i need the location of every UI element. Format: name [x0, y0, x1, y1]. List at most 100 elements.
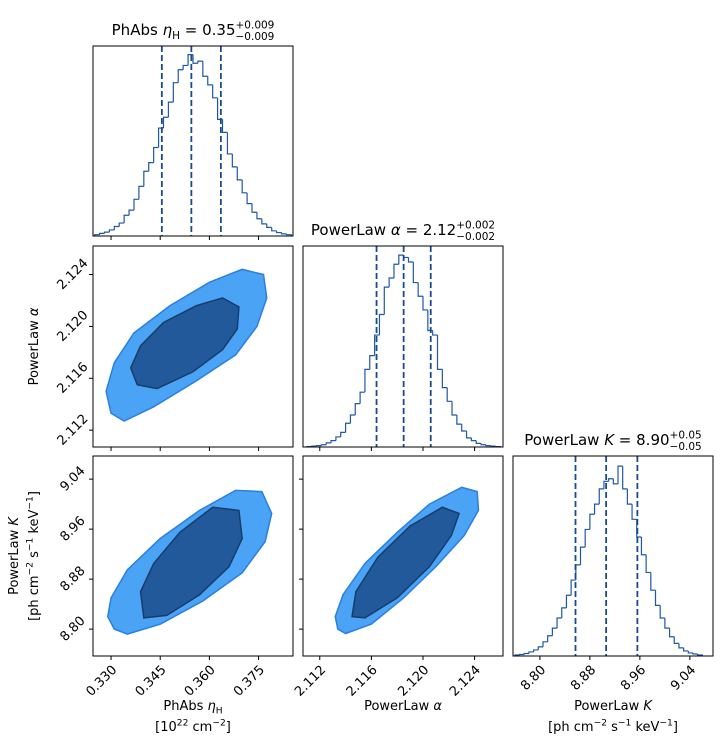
text-part: −2: [594, 719, 607, 729]
text-part: PowerLaw: [27, 316, 42, 385]
hist-bin: [640, 537, 647, 556]
hist-bin: [128, 209, 134, 216]
y-axis-label: [ph cm−2 s−1 keV−1]: [26, 491, 42, 621]
x-axis-label: [ph cm−2 s−1 keV−1]: [548, 719, 678, 735]
y-tick-label: 2.112: [55, 412, 92, 449]
y-tick-label: 2.124: [55, 256, 92, 293]
panel-frame: [302, 245, 504, 448]
text-part: −1: [618, 719, 631, 729]
text-part: α: [433, 699, 442, 714]
text-part: PowerLaw: [364, 699, 433, 714]
hist-bin: [598, 488, 604, 505]
text-part: −1: [26, 538, 36, 551]
hist-bin: [612, 478, 618, 485]
panel-frame: [512, 455, 714, 657]
hist-bin: [446, 387, 453, 402]
text-part: −2: [26, 562, 36, 575]
text-part: K: [643, 699, 653, 714]
hist-bin: [551, 627, 558, 636]
hist-bin: [167, 101, 174, 118]
text-part: −1: [26, 496, 36, 509]
hist-bin: [393, 263, 399, 278]
text-part: ]: [27, 491, 42, 496]
text-part: H: [216, 706, 223, 716]
contour-level: [139, 506, 243, 619]
x-tick-label: 8.96: [618, 663, 649, 694]
hist-bin: [417, 282, 423, 297]
hist-bin: [340, 431, 346, 437]
hist-bin: [456, 415, 462, 425]
hist-bin: [98, 232, 105, 235]
hist-bin: [153, 146, 159, 163]
hist-bin: [108, 229, 115, 233]
hist-bin: [659, 605, 665, 619]
text-part: s: [27, 551, 42, 562]
panel: PhAbs ηH = 0.35+0.009 −0.009: [92, 20, 294, 240]
text-part: PowerLaw: [574, 699, 643, 714]
hist-bin: [241, 179, 248, 194]
x-tick-label: 0.345: [133, 663, 170, 700]
hist-bin: [485, 444, 491, 447]
hist-bin: [359, 391, 365, 404]
panel: 2.112 2.116 2.120 2.124 PowerLaw α: [27, 245, 294, 451]
text-part: PhAbs: [112, 21, 163, 39]
panel: 8.80 8.88 8.96 9.04 PowerLaw K = 8.90+0.05 −0…: [512, 430, 714, 735]
hist-bin: [697, 653, 703, 656]
hist-bin: [561, 607, 567, 619]
hist-bin: [207, 76, 213, 86]
hist-bin: [593, 503, 600, 515]
hist-bin: [123, 214, 130, 224]
hist-bin: [285, 233, 292, 236]
hist-bin: [344, 422, 351, 433]
hist-bin: [528, 651, 534, 654]
hist-bin: [533, 649, 539, 652]
text-part: ]: [673, 720, 678, 735]
text-part: [10: [155, 720, 177, 735]
hist-bin: [246, 192, 253, 205]
text-part: PhAbs: [163, 699, 207, 714]
text-part: cm: [188, 720, 212, 735]
hist-bin: [465, 431, 472, 439]
text-part: = 0.35: [180, 21, 236, 39]
hist-bin: [654, 590, 661, 606]
hist-bin: [226, 132, 233, 155]
hist-bin: [622, 466, 628, 490]
hist-bin: [480, 443, 486, 446]
x-axis-label: PowerLaw α: [364, 699, 442, 714]
panel-title: PowerLaw K = 8.90+0.05 −0.05: [524, 430, 701, 453]
hist-bin: [547, 635, 553, 642]
hist-bin: [436, 335, 443, 370]
y-axis-label: PowerLaw K: [7, 516, 22, 595]
hist-bin: [261, 218, 267, 225]
text-part: keV: [631, 720, 659, 735]
hist-bin: [565, 594, 572, 608]
hist-bin: [320, 444, 327, 446]
x-axis-label: PhAbs ηH: [163, 699, 222, 716]
hist-bin: [325, 442, 332, 445]
hist-bin: [645, 554, 651, 574]
hist-bin: [330, 440, 336, 443]
text-part: −2: [212, 719, 225, 729]
x-tick-label: 2.112: [292, 663, 329, 700]
y-tick-label: 9.04: [57, 464, 88, 495]
hist-bin: [398, 254, 404, 265]
hist-bin: [172, 82, 179, 103]
hist-bin: [280, 232, 287, 235]
hist-bin: [236, 166, 243, 181]
text-part: η: [208, 699, 216, 714]
text-part: PowerLaw: [524, 431, 604, 449]
hist-bin: [335, 436, 341, 441]
x-tick-label: 2.124: [447, 663, 484, 700]
text-part: +0.002: [456, 220, 495, 232]
hist-bin: [256, 212, 262, 220]
text-part: [ph cm: [548, 720, 594, 735]
hist-bin: [523, 652, 529, 655]
text-part: 22: [177, 719, 189, 729]
panel-frame: [92, 455, 294, 657]
x-tick-label: 0.360: [182, 663, 219, 700]
hist-bin: [369, 355, 375, 370]
hist-bin: [177, 69, 184, 83]
hist-bin: [407, 257, 414, 263]
hist-bin: [118, 222, 125, 227]
hist-bin: [349, 414, 356, 424]
